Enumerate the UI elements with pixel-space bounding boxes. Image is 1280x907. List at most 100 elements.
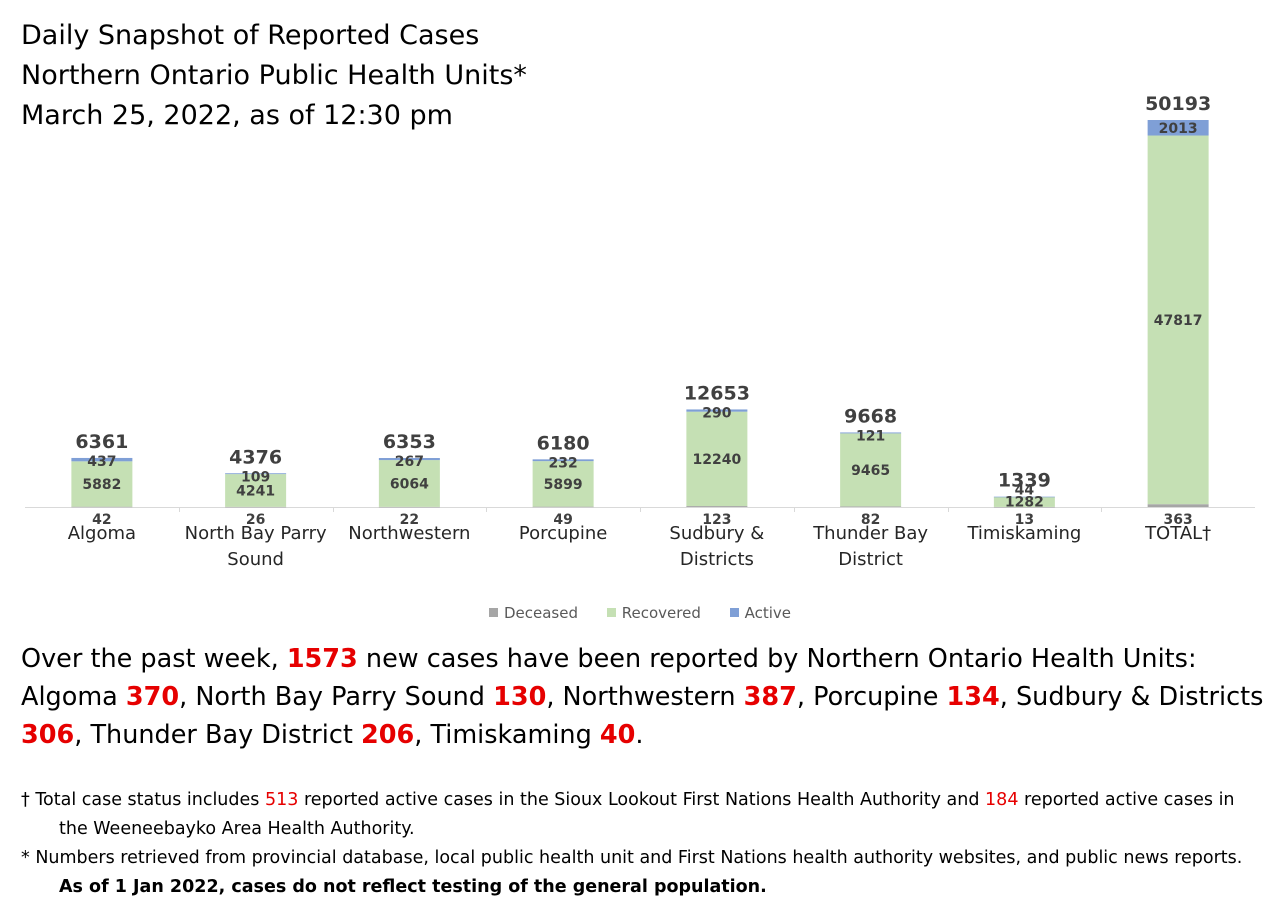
bar-recovered	[532, 461, 594, 507]
footnote-text: † Total case status includes	[21, 790, 265, 810]
summary-item-name: Timiskaming	[430, 720, 600, 750]
data-label-total: 6180	[537, 432, 590, 454]
summary-item-value: 134	[946, 682, 1000, 712]
footnote-bold: As of 1 Jan 2022, cases do not reflect t…	[59, 877, 767, 897]
summary-sep: ,	[796, 682, 814, 712]
data-label-total: 9668	[844, 405, 897, 427]
bar-active	[225, 473, 287, 475]
summary-item-name: Algoma	[21, 682, 126, 712]
x-tick-label: Porcupine	[519, 523, 607, 544]
legend: Deceased Recovered Active	[0, 604, 1280, 622]
footnote-number: 513	[264, 790, 299, 810]
bar-recovered	[993, 497, 1055, 507]
bar-recovered	[378, 460, 440, 507]
x-tick-label: Districts	[680, 549, 754, 570]
data-label-active: 44	[1015, 483, 1035, 499]
summary-intro: Over the past week,	[21, 644, 287, 674]
legend-label-recovered: Recovered	[621, 604, 701, 622]
x-tick-label: North Bay Parry	[185, 523, 327, 544]
legend-swatch-deceased	[488, 608, 498, 617]
data-label-total: 6353	[383, 431, 436, 453]
chart-title: Daily Snapshot of Reported Cases Norther…	[21, 16, 527, 136]
summary-sep: ,	[999, 682, 1016, 712]
x-tick-label: Northwestern	[348, 523, 470, 544]
summary-item-name: Porcupine	[813, 682, 947, 712]
bar-active	[686, 409, 748, 412]
summary-sep: ,	[546, 682, 563, 712]
summary-item-value: 387	[743, 682, 797, 712]
data-label-active: 437	[87, 454, 116, 470]
x-tick-label: Thunder Bay	[812, 523, 928, 544]
summary-sep: .	[635, 720, 644, 750]
summary-sep: ,	[74, 720, 91, 750]
data-label-active: 267	[395, 454, 424, 470]
bar-active	[532, 459, 594, 462]
summary-item-value: 206	[361, 720, 415, 750]
summary-item-value: 370	[125, 682, 180, 712]
summary-item-value: 306	[21, 720, 75, 750]
data-label-recovered: 47817	[1154, 313, 1203, 329]
bar-recovered	[840, 433, 902, 507]
bar-active	[840, 432, 902, 434]
data-label-active: 109	[241, 469, 270, 485]
data-label-active: 232	[549, 455, 578, 471]
data-label-total: 6361	[75, 431, 128, 453]
data-label-deceased: 123	[702, 512, 731, 528]
title-line-2: Northern Ontario Public Health Units*	[21, 60, 527, 91]
data-label-recovered: 5882	[82, 477, 121, 493]
footnote-dagger: † Total case status includes 513 reporte…	[21, 786, 1261, 844]
title-line-1: Daily Snapshot of Reported Cases	[21, 20, 480, 51]
weekly-summary: Over the past week, 1573 new cases have …	[21, 640, 1271, 754]
bar-recovered	[686, 411, 748, 507]
summary-item-name: Northwestern	[562, 682, 744, 712]
data-label-deceased: 13	[1015, 512, 1034, 528]
summary-item-name: North Bay Parry Sound	[195, 682, 494, 712]
footnote-text: * Numbers retrieved from provincial data…	[21, 848, 1243, 868]
bar-active	[1147, 120, 1209, 136]
data-label-deceased: 26	[246, 512, 265, 528]
data-label-total: 1339	[998, 470, 1051, 492]
bar-deceased	[993, 506, 1055, 508]
footnote-text: reported active cases in the Weeneebayko…	[59, 790, 1235, 839]
bar-deceased	[532, 506, 594, 508]
legend-label-active: Active	[744, 604, 792, 622]
summary-item-name: Thunder Bay District	[90, 720, 361, 750]
bar-deceased	[686, 506, 748, 507]
summary-sep: ,	[414, 720, 431, 750]
data-label-recovered: 4241	[236, 483, 275, 499]
x-tick-label: TOTAL†	[1144, 523, 1211, 544]
legend-swatch-recovered	[606, 608, 616, 617]
bar-deceased	[225, 506, 287, 508]
data-label-recovered: 9465	[851, 463, 890, 479]
bar-active	[378, 458, 440, 461]
legend-swatch-active	[729, 608, 739, 617]
footnote-asterisk: * Numbers retrieved from provincial data…	[21, 844, 1261, 902]
data-label-total: 4376	[229, 446, 282, 468]
summary-sep: ,	[179, 682, 196, 712]
data-label-deceased: 82	[861, 512, 880, 528]
data-label-deceased: 42	[92, 512, 111, 528]
data-label-total: 50193	[1145, 93, 1211, 115]
data-label-recovered: 5899	[544, 477, 583, 493]
data-label-active: 121	[856, 428, 885, 444]
bar-active	[71, 457, 133, 462]
summary-item-value: 40	[599, 720, 636, 750]
data-label-recovered: 12240	[693, 452, 742, 468]
x-tick-label: District	[838, 549, 903, 570]
legend-label-deceased: Deceased	[503, 604, 578, 622]
x-tick-label: Timiskaming	[966, 523, 1081, 544]
bar-recovered	[225, 474, 287, 507]
footnote-number: 184	[985, 790, 1019, 810]
bar-active	[993, 496, 1055, 498]
bar-recovered	[1147, 135, 1209, 505]
x-tick-label: Sudbury &	[669, 523, 764, 544]
x-tick-label: Algoma	[68, 523, 136, 544]
data-label-recovered: 6064	[390, 476, 429, 492]
data-label-recovered: 1282	[1005, 495, 1044, 511]
data-label-total: 12653	[684, 382, 750, 404]
x-tick-label: Sound	[227, 549, 284, 570]
data-label-deceased: 22	[400, 512, 419, 528]
bar-deceased	[840, 506, 902, 507]
footnote-text: reported active cases in the Sioux Looko…	[298, 790, 986, 810]
